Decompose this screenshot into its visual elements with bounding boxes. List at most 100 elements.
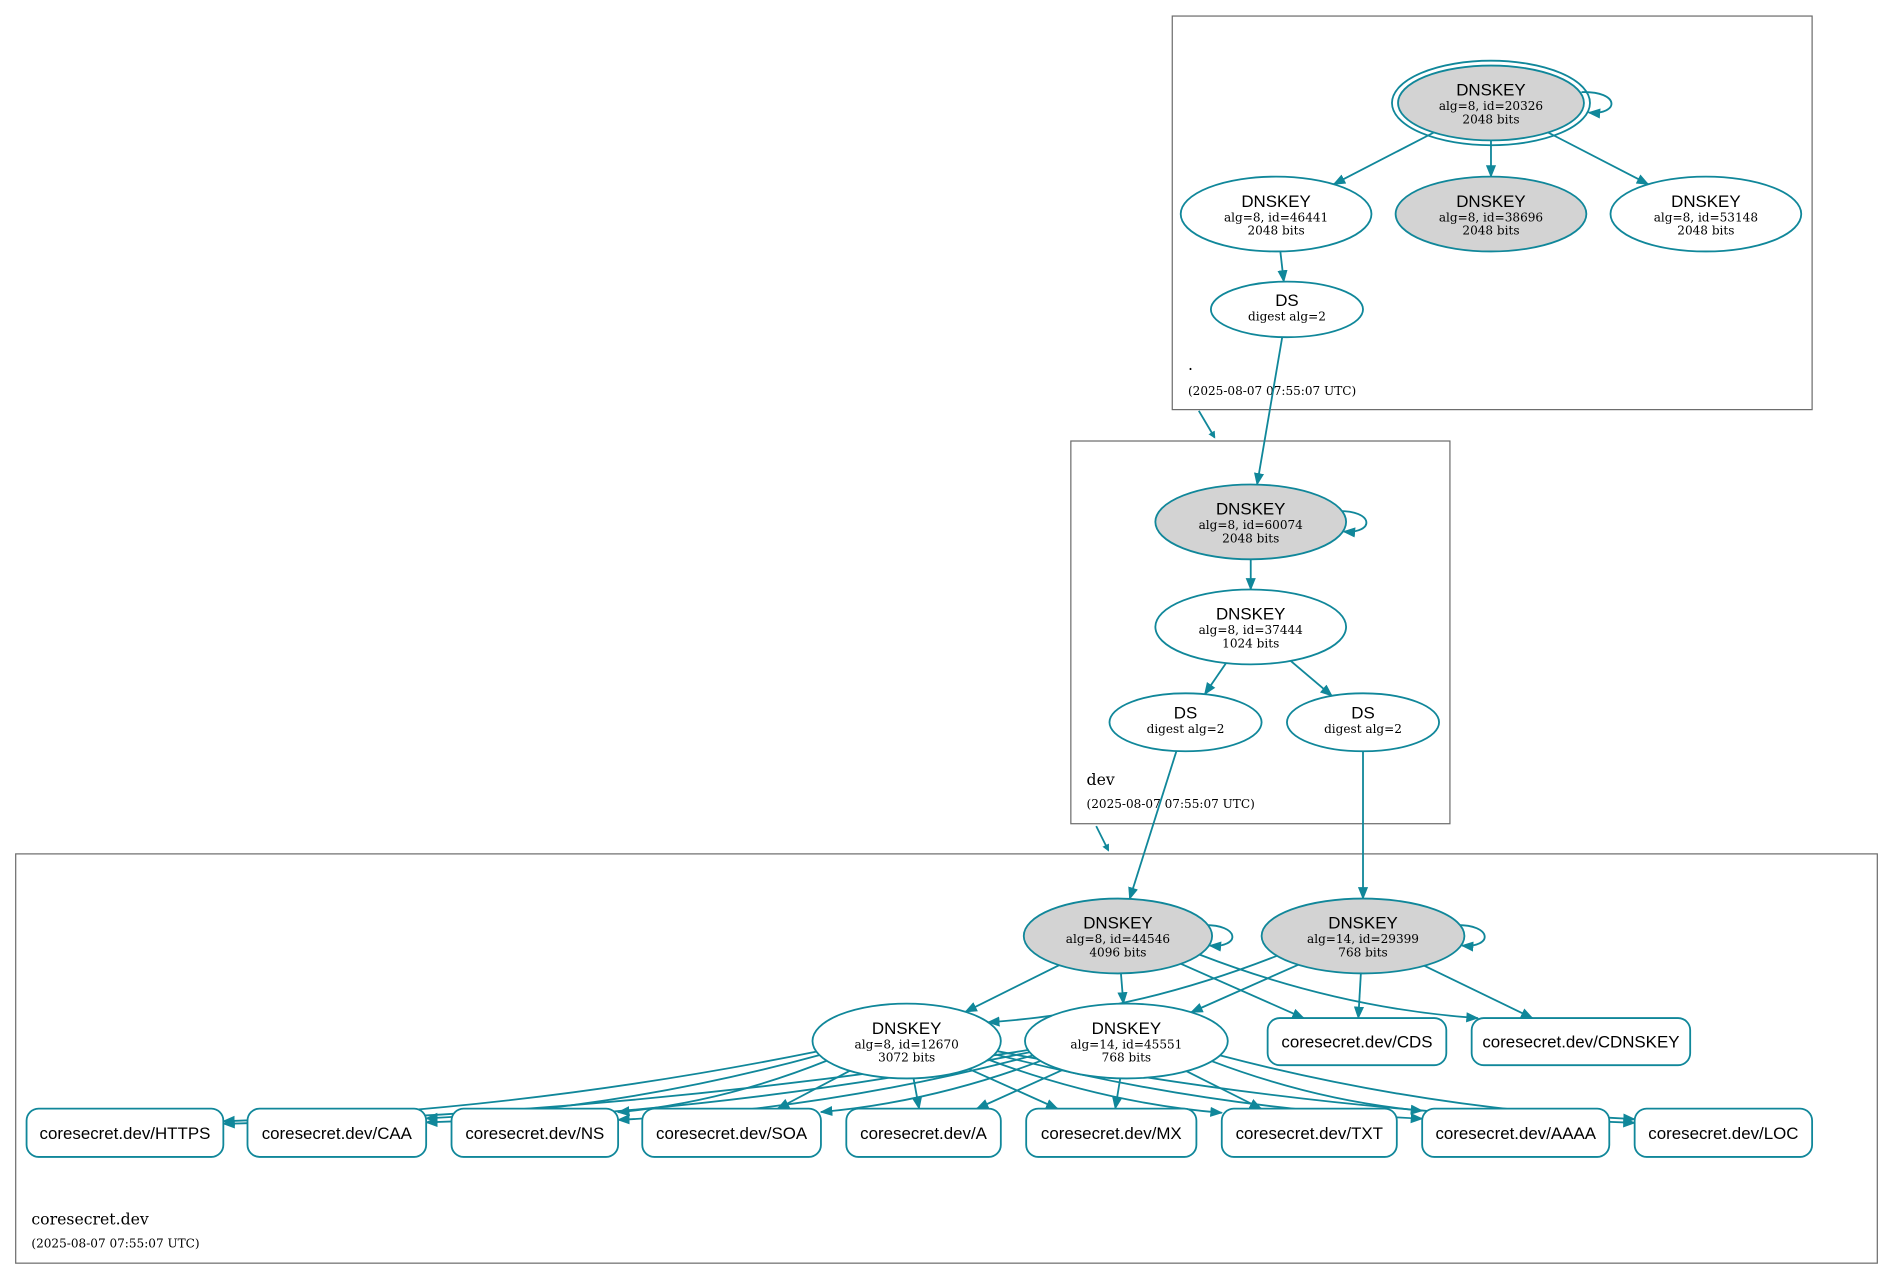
node-detail: alg=14, id=29399	[1307, 932, 1419, 946]
edge-c_ksk2-cds	[1353, 973, 1365, 1020]
node-title: DNSKEY	[1216, 500, 1285, 519]
rrset-label: coresecret.dev/NS	[465, 1124, 604, 1143]
rrset-label: coresecret.dev/HTTPS	[40, 1124, 211, 1143]
zone-root-timestamp: (2025-08-07 07:55:07 UTC)	[1188, 384, 1356, 398]
node-title: DNSKEY	[1456, 192, 1525, 211]
edge-c_ksk2-c_zsk1	[986, 954, 1278, 1027]
zone-coresecret-name: coresecret.dev	[31, 1210, 149, 1229]
rrset-node-loc[interactable]: coresecret.dev/LOC	[1633, 1107, 1814, 1158]
rrset-label: coresecret.dev/LOC	[1648, 1124, 1798, 1143]
edge-r_zsk1-r_ds	[1277, 251, 1288, 283]
node-bits: 2048 bits	[1677, 224, 1734, 238]
node-detail: digest alg=2	[1324, 722, 1402, 736]
rrset-label: coresecret.dev/CDNSKEY	[1482, 1033, 1679, 1052]
node-ellipse	[1609, 175, 1803, 253]
edge-c_zsk1-mx	[968, 1068, 1059, 1110]
edge-c_zsk1-txt	[988, 1058, 1224, 1117]
node-bits: 2048 bits	[1248, 224, 1305, 238]
edge-d_zsk-d_ds2	[1290, 660, 1333, 697]
rrset-box	[450, 1107, 620, 1158]
trust-anchor-ring	[1391, 59, 1591, 147]
node-detail: alg=14, id=45551	[1070, 1037, 1182, 1051]
node-title: DS	[1351, 704, 1374, 723]
rrset-node-ns[interactable]: coresecret.dev/NS	[450, 1107, 620, 1158]
self-loop-c_ksk2	[1454, 924, 1486, 952]
edge-c_zsk1-soa	[776, 1070, 851, 1110]
rrset-box	[1025, 1107, 1198, 1158]
rrset-node-cdnskey[interactable]: coresecret.dev/CDNSKEY	[1470, 1017, 1692, 1067]
rrset-label: coresecret.dev/CDS	[1281, 1033, 1432, 1052]
rrset-node-mx[interactable]: coresecret.dev/MX	[1025, 1107, 1198, 1158]
node-detail: alg=8, id=38696	[1439, 210, 1543, 224]
node-detail: digest alg=2	[1248, 309, 1326, 323]
node-ellipse	[1154, 483, 1348, 561]
edge-d_zsk-d_ds1	[1203, 662, 1227, 696]
self-loop-c_ksk1	[1202, 924, 1234, 952]
node-ellipse	[811, 1002, 1002, 1080]
node-title: DS	[1174, 704, 1197, 723]
zone-dev-timestamp: (2025-08-07 07:55:07 UTC)	[1087, 797, 1255, 811]
edge-r_ksk-r_zsk3	[1547, 131, 1650, 186]
node-ellipse	[1209, 280, 1364, 339]
node-bits: 768 bits	[1338, 946, 1387, 960]
rrset-label: coresecret.dev/A	[860, 1124, 987, 1143]
node-ellipse	[1024, 1002, 1229, 1080]
rrset-box	[1266, 1017, 1448, 1067]
rrset-node-a[interactable]: coresecret.dev/A	[845, 1107, 1002, 1158]
rrset-box	[1633, 1107, 1814, 1158]
rrset-box	[1220, 1107, 1398, 1158]
node-ellipse	[1394, 175, 1588, 253]
edge-c_zsk2-mx	[1112, 1078, 1123, 1110]
node-ellipse	[1179, 175, 1373, 253]
node-bits: 4096 bits	[1089, 946, 1146, 960]
zone-coresecret-timestamp: (2025-08-07 07:55:07 UTC)	[31, 1236, 199, 1250]
node-title: DNSKEY	[1328, 914, 1397, 933]
node-bits: 1024 bits	[1222, 636, 1279, 650]
node-bits: 2048 bits	[1462, 224, 1519, 238]
node-ellipse	[1286, 692, 1440, 753]
edge-c_ksk1-c_zsk2	[1117, 973, 1128, 1005]
edge-c_ksk1-cdnskey	[1199, 953, 1479, 1023]
node-title: DNSKEY	[1092, 1019, 1161, 1038]
edge-c_zsk2-txt	[1186, 1070, 1263, 1110]
edge-r_ksk-r_zsk1	[1332, 131, 1435, 186]
rrset-node-aaaa[interactable]: coresecret.dev/AAAA	[1421, 1107, 1611, 1158]
rrset-node-soa[interactable]: coresecret.dev/SOA	[641, 1107, 822, 1158]
node-ellipse	[1022, 897, 1214, 975]
node-detail: alg=8, id=60074	[1199, 518, 1304, 532]
node-detail: alg=8, id=46441	[1224, 210, 1328, 224]
edge-c_zsk2-a	[975, 1069, 1063, 1110]
delegation-arrow-root-dev	[1198, 410, 1216, 439]
node-title: DS	[1275, 291, 1298, 310]
zone-dev-name: dev	[1087, 770, 1115, 789]
rrset-node-txt[interactable]: coresecret.dev/TXT	[1220, 1107, 1398, 1158]
rrset-node-https[interactable]: coresecret.dev/HTTPS	[25, 1107, 225, 1158]
node-ellipse	[1154, 588, 1348, 666]
rrset-node-caa[interactable]: coresecret.dev/CAA	[246, 1107, 428, 1158]
edge-c_ksk1-cds	[1180, 962, 1305, 1019]
rrset-node-cds[interactable]: coresecret.dev/CDS	[1266, 1017, 1448, 1067]
zone-root-name: .	[1188, 355, 1193, 374]
node-ellipse	[1397, 64, 1585, 142]
node-detail: alg=8, id=44546	[1066, 932, 1170, 946]
node-detail: alg=8, id=37444	[1199, 623, 1304, 637]
node-detail: alg=8, id=20326	[1439, 99, 1543, 113]
edge-c_zsk1-a	[912, 1078, 923, 1110]
rrset-box	[845, 1107, 1002, 1158]
rrset-box	[25, 1107, 225, 1158]
rrset-box	[641, 1107, 822, 1158]
